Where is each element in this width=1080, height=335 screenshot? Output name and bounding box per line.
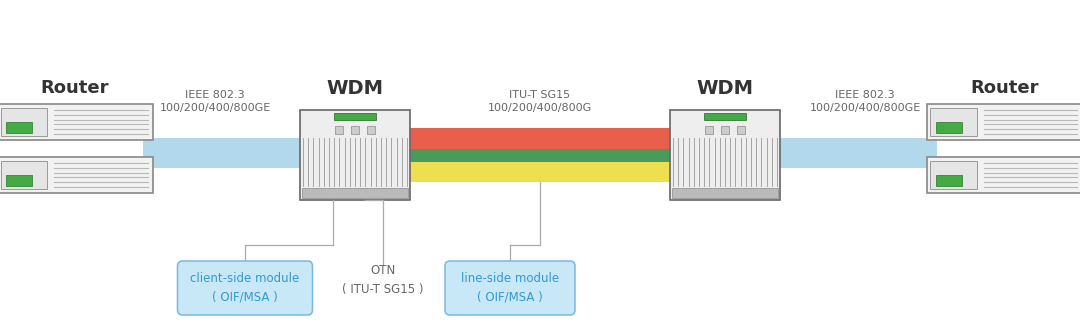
FancyBboxPatch shape bbox=[410, 149, 670, 165]
FancyBboxPatch shape bbox=[177, 261, 312, 315]
FancyBboxPatch shape bbox=[302, 188, 408, 198]
Text: line-side module
( OIF/MSA ): line-side module ( OIF/MSA ) bbox=[461, 272, 559, 304]
FancyBboxPatch shape bbox=[721, 126, 729, 134]
FancyBboxPatch shape bbox=[928, 157, 1080, 193]
Text: ITU-T SG15: ITU-T SG15 bbox=[510, 90, 570, 100]
Text: 100/200/400/800GE: 100/200/400/800GE bbox=[809, 103, 920, 113]
FancyBboxPatch shape bbox=[143, 138, 300, 168]
FancyBboxPatch shape bbox=[335, 126, 343, 134]
FancyBboxPatch shape bbox=[445, 261, 575, 315]
Text: client-side module
( OIF/MSA ): client-side module ( OIF/MSA ) bbox=[190, 272, 299, 304]
FancyBboxPatch shape bbox=[410, 162, 670, 182]
FancyBboxPatch shape bbox=[936, 122, 961, 133]
FancyBboxPatch shape bbox=[0, 161, 48, 189]
FancyBboxPatch shape bbox=[705, 126, 713, 134]
FancyBboxPatch shape bbox=[672, 188, 778, 198]
FancyBboxPatch shape bbox=[367, 126, 375, 134]
Text: Router: Router bbox=[971, 79, 1039, 97]
FancyBboxPatch shape bbox=[0, 157, 152, 193]
Text: IEEE 802.3: IEEE 802.3 bbox=[835, 90, 895, 100]
FancyBboxPatch shape bbox=[704, 113, 746, 120]
FancyBboxPatch shape bbox=[6, 175, 31, 186]
FancyBboxPatch shape bbox=[670, 110, 780, 200]
Text: 100/200/400/800GE: 100/200/400/800GE bbox=[160, 103, 271, 113]
FancyBboxPatch shape bbox=[780, 138, 937, 168]
FancyBboxPatch shape bbox=[6, 122, 31, 133]
FancyBboxPatch shape bbox=[936, 175, 961, 186]
FancyBboxPatch shape bbox=[0, 108, 48, 136]
FancyBboxPatch shape bbox=[300, 110, 410, 200]
Text: WDM: WDM bbox=[326, 78, 383, 97]
FancyBboxPatch shape bbox=[931, 161, 977, 189]
FancyBboxPatch shape bbox=[737, 126, 745, 134]
FancyBboxPatch shape bbox=[334, 113, 376, 120]
Text: IEEE 802.3: IEEE 802.3 bbox=[185, 90, 245, 100]
Text: Router: Router bbox=[41, 79, 109, 97]
Text: 100/200/400/800G: 100/200/400/800G bbox=[488, 103, 592, 113]
FancyBboxPatch shape bbox=[928, 104, 1080, 140]
FancyBboxPatch shape bbox=[0, 104, 152, 140]
FancyBboxPatch shape bbox=[351, 126, 359, 134]
Text: WDM: WDM bbox=[697, 78, 754, 97]
FancyBboxPatch shape bbox=[931, 108, 977, 136]
FancyBboxPatch shape bbox=[410, 128, 670, 150]
Text: OTN
( ITU-T SG15 ): OTN ( ITU-T SG15 ) bbox=[342, 264, 423, 296]
